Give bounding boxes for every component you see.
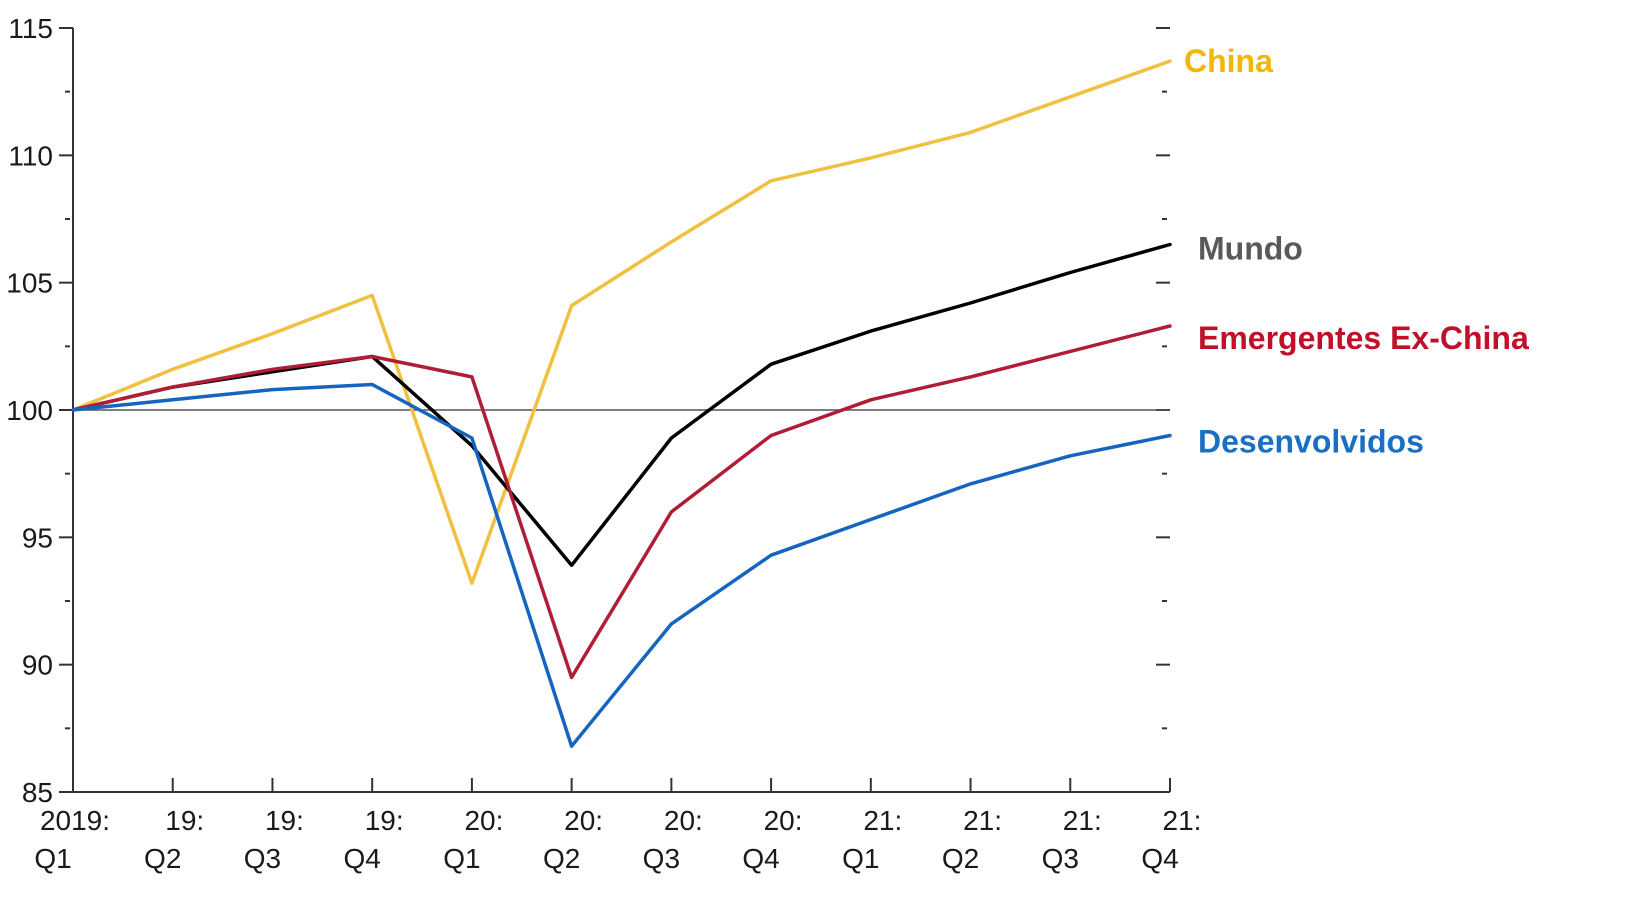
x-tick-label-line: 21:	[863, 805, 902, 836]
series-label-china: China	[1184, 43, 1273, 79]
x-tick-label-line: Q4	[742, 843, 779, 874]
series-layer	[71, 59, 1172, 748]
x-tick-label-line: Q2	[942, 843, 979, 874]
y-tick-label: 105	[6, 268, 53, 299]
x-tick-label: 20: Q1	[443, 805, 503, 874]
x-tick-label: 20: Q2	[543, 805, 603, 874]
series-line-china	[71, 59, 1172, 585]
series-label-desenvolvidos: Desenvolvidos	[1198, 423, 1424, 459]
x-tick-label-line: 20:	[664, 805, 703, 836]
x-tick-label-line: Q3	[1042, 843, 1079, 874]
x-tick-label-line: Q2	[144, 843, 181, 874]
x-tick-label-line: 2019:	[40, 805, 110, 836]
x-tick-label: 2019: Q1	[34, 805, 110, 874]
x-tick-label: 20: Q3	[643, 805, 703, 874]
series-line-desenvolvidos	[71, 382, 1172, 748]
y-tick-label: 85	[22, 777, 53, 808]
x-tick-label: 19: Q4	[344, 805, 404, 874]
y-tick-label: 115	[8, 13, 53, 44]
x-tick-label-line: Q3	[643, 843, 680, 874]
x-tick-label: 21: Q2	[942, 805, 1002, 874]
x-tick-label-line: Q1	[842, 843, 879, 874]
x-tick-label-line: 21:	[1163, 805, 1202, 836]
x-tick-label-line: 19:	[265, 805, 304, 836]
x-tick-label-line: 20:	[764, 805, 803, 836]
series-labels-layer: China Mundo Emergentes Ex-China Desenvolvid…	[1184, 43, 1529, 459]
x-tick-label: 19: Q3	[244, 805, 304, 874]
series-label-mundo: Mundo	[1198, 230, 1303, 266]
y-tick-label: 110	[8, 140, 53, 171]
x-tick-label-line: Q4	[1141, 843, 1178, 874]
series-line-emergentes-ex-china	[71, 324, 1172, 680]
x-tick-label-line: 19:	[365, 805, 404, 836]
x-tick-label-line: 21:	[963, 805, 1002, 836]
x-tick-label: 19: Q2	[144, 805, 204, 874]
series-line-mundo	[71, 242, 1172, 568]
x-tick-label: 21: Q3	[1042, 805, 1102, 874]
x-tick-label: 21: Q1	[842, 805, 902, 874]
x-tick-label-line: 19:	[165, 805, 204, 836]
y-tick-label: 95	[22, 522, 53, 553]
x-tick-label-line: Q4	[344, 843, 381, 874]
x-tick-label-line: 20:	[564, 805, 603, 836]
x-tick-label-line: 20:	[464, 805, 503, 836]
x-tick-label: 20: Q4	[742, 805, 802, 874]
y-tick-label: 100	[6, 395, 53, 426]
x-tick-label: 21: Q4	[1141, 805, 1201, 874]
x-tick-label-line: Q3	[244, 843, 281, 874]
y-tick-label: 90	[22, 650, 53, 681]
x-tick-label-line: 21:	[1063, 805, 1102, 836]
x-tick-label-line: Q2	[543, 843, 580, 874]
x-tick-label-line: Q1	[443, 843, 480, 874]
series-label-emergentes-ex-china: Emergentes Ex-China	[1198, 320, 1529, 356]
x-tick-label-line: Q1	[34, 843, 71, 874]
